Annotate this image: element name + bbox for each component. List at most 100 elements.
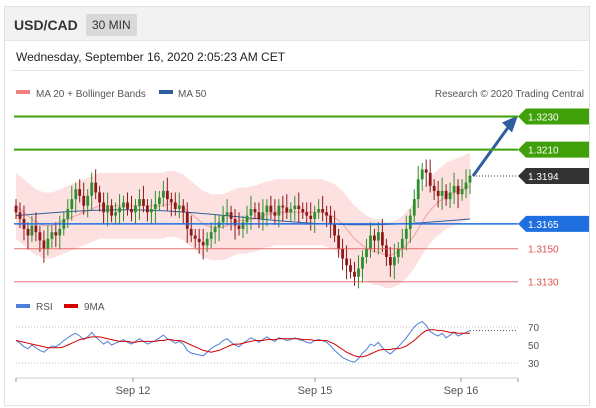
- candle-body: [396, 248, 400, 257]
- candle: [70, 185, 74, 221]
- candle-body: [86, 195, 90, 206]
- candle-body: [432, 185, 436, 191]
- candle: [38, 225, 42, 252]
- candle-body: [333, 223, 336, 236]
- candle-body: [253, 209, 257, 213]
- candle-body: [440, 190, 444, 196]
- candle: [158, 190, 161, 211]
- candle: [341, 238, 344, 271]
- rsi-tick-label: 70: [528, 323, 540, 334]
- candle: [173, 192, 177, 216]
- candle: [309, 202, 313, 231]
- candle: [78, 179, 82, 203]
- candle-body: [173, 202, 177, 209]
- candle-body: [106, 205, 109, 213]
- candle: [305, 202, 309, 225]
- 9ma-legend-swatch: [64, 304, 78, 308]
- candle: [269, 195, 273, 219]
- candle: [464, 169, 468, 199]
- arrow-head: [502, 115, 518, 133]
- candle-body: [412, 199, 416, 216]
- candle-body: [293, 205, 297, 209]
- candle-body: [34, 225, 38, 233]
- candle: [428, 159, 432, 193]
- candle-body: [118, 207, 121, 213]
- candle: [94, 169, 98, 200]
- candle: [404, 215, 408, 251]
- candle-body: [404, 228, 408, 239]
- candle: [26, 222, 30, 250]
- candle-body: [82, 195, 86, 206]
- candle: [225, 199, 229, 225]
- price-label: 1.3165: [528, 220, 559, 231]
- candle-body: [142, 199, 145, 206]
- candle-body: [385, 245, 388, 257]
- candle-body: [373, 235, 376, 241]
- candle-body: [233, 219, 237, 226]
- candle: [169, 192, 173, 217]
- candle-body: [257, 212, 261, 219]
- candle: [193, 228, 197, 248]
- candle: [321, 195, 325, 222]
- candle-body: [217, 222, 221, 228]
- candle: [373, 228, 376, 252]
- candle-body: [321, 209, 325, 213]
- candle-body: [50, 232, 54, 239]
- candle-body: [444, 190, 448, 200]
- candle-body: [408, 215, 412, 229]
- price-plot: [14, 115, 518, 289]
- candle-body: [74, 189, 78, 200]
- rsi-plot: 70 50 30: [15, 321, 540, 370]
- ma20-legend-label: MA 20 + Bollinger Bands: [36, 89, 146, 100]
- timeframe-button[interactable]: 30 MIN: [86, 14, 137, 36]
- candle: [213, 214, 217, 244]
- candle: [281, 195, 285, 222]
- rsi-tick-label: 50: [528, 341, 540, 352]
- candle-body: [158, 197, 161, 205]
- candle: [126, 192, 129, 216]
- candle: [86, 189, 90, 218]
- candle-body: [130, 209, 133, 213]
- candle: [345, 245, 348, 280]
- candle: [42, 230, 46, 263]
- candle: [98, 185, 101, 212]
- candle: [329, 205, 332, 238]
- candle: [416, 166, 420, 209]
- candle: [361, 250, 364, 283]
- candle: [114, 202, 117, 225]
- candle-body: [42, 240, 46, 249]
- candle: [74, 182, 78, 214]
- candle-body: [205, 238, 209, 246]
- candle: [162, 180, 165, 207]
- level-1.3194: 1.3194: [470, 168, 589, 184]
- header-divider: [11, 70, 583, 71]
- candle-body: [245, 215, 249, 223]
- candle-body: [420, 169, 424, 180]
- candle: [50, 225, 54, 248]
- candle: [420, 162, 424, 191]
- candle-body: [305, 212, 309, 216]
- candle: [46, 225, 50, 256]
- candle-body: [337, 235, 340, 249]
- candle: [389, 247, 392, 277]
- price-tag: [518, 108, 589, 125]
- price-label: 1.3230: [528, 113, 559, 124]
- candle: [14, 199, 18, 219]
- rsi-legend-swatch: [16, 304, 30, 308]
- candle: [177, 192, 181, 219]
- candle-body: [166, 190, 169, 200]
- candle: [122, 195, 125, 222]
- chart-header: USD/CAD 30 MIN: [5, 7, 589, 41]
- candle-body: [365, 248, 368, 257]
- candle: [146, 199, 149, 222]
- symbol-title: USD/CAD: [14, 17, 78, 33]
- candle-body: [46, 238, 50, 249]
- candle: [448, 182, 452, 209]
- chart-datetime: Wednesday, September 16, 2020 2:05:23 AM…: [16, 50, 286, 64]
- candle: [293, 195, 297, 221]
- candle-body: [345, 258, 348, 266]
- candle-body: [66, 209, 70, 219]
- candle: [440, 177, 444, 210]
- candle-body: [169, 199, 173, 203]
